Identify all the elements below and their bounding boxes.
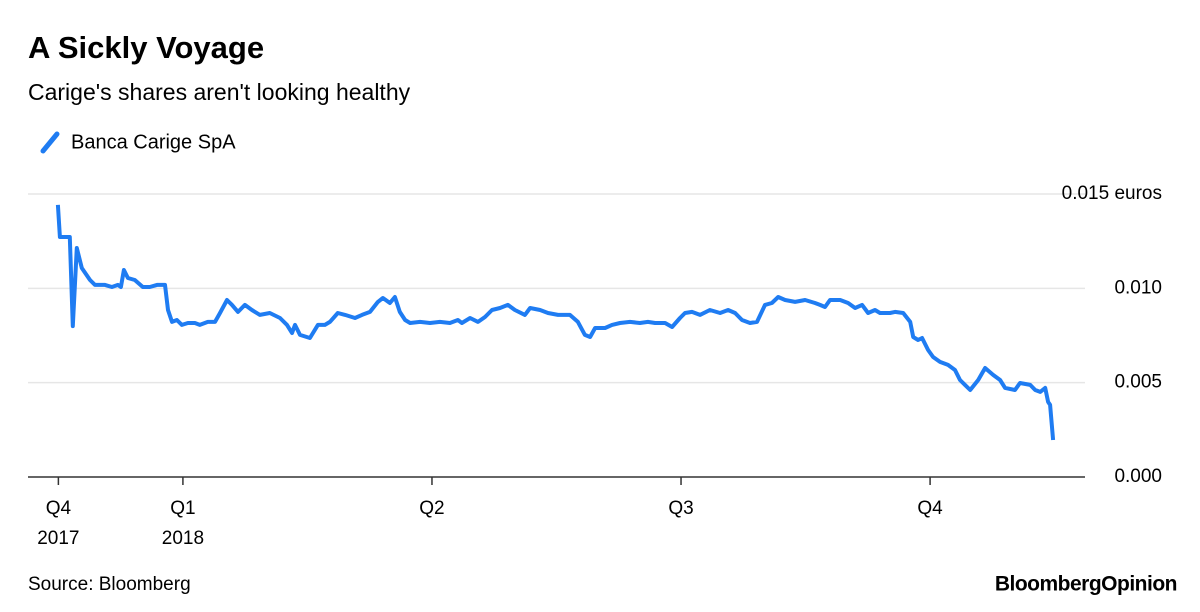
x-tick-label: Q4 [917, 498, 943, 519]
y-tick-label: 0.000 [1114, 466, 1162, 487]
legend-swatch [40, 131, 60, 154]
legend-label: Banca Carige SpA [71, 131, 236, 153]
x-tick-label: Q4 2017 [37, 498, 79, 549]
chart-subtitle: Carige's shares aren't looking healthy [28, 79, 411, 105]
x-tick-label: Q1 2018 [162, 498, 204, 549]
brand: BloombergOpinion [995, 573, 1177, 596]
x-tick-label: Q3 [668, 498, 693, 519]
chart-title: A Sickly Voyage [28, 30, 264, 65]
y-tick-label: 0.010 [1114, 277, 1162, 298]
series-line [55, 204, 1056, 441]
y-tick-label: 0.015 euros [1062, 183, 1162, 204]
source: Source: Bloomberg [28, 574, 191, 595]
x-tick-label: Q2 [419, 498, 444, 519]
y-tick-label: 0.005 [1114, 372, 1162, 393]
